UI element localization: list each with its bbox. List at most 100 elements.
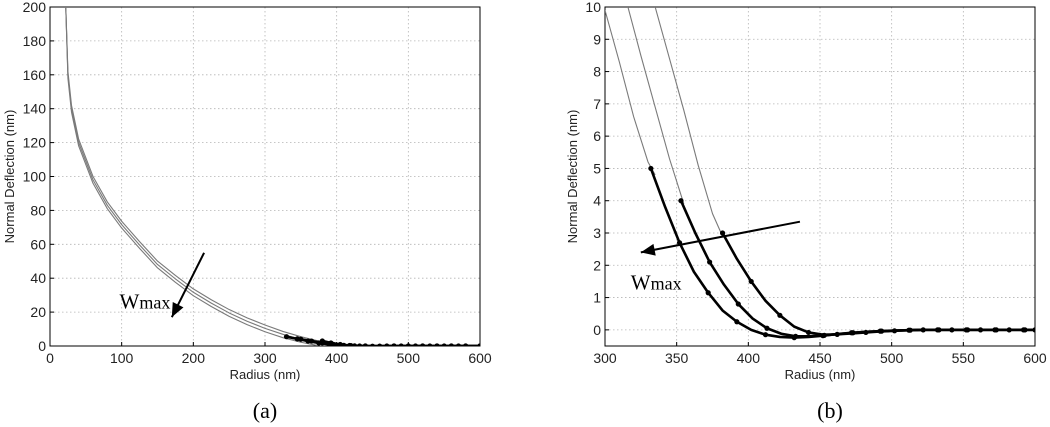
- y-tick-label: 1: [593, 290, 601, 306]
- wmax-arrow-head: [171, 301, 184, 318]
- y-tick-label: 0: [38, 338, 46, 354]
- y-tick-label: 180: [23, 33, 47, 49]
- x-tick-label: 300: [593, 350, 617, 366]
- y-tick-label: 8: [593, 64, 601, 80]
- x-axis-label: Radius (nm): [785, 367, 856, 382]
- wmax-arrow-shaft: [640, 220, 801, 254]
- data-point: [719, 230, 726, 236]
- data-point: [369, 343, 376, 346]
- series-line-5: [679, 200, 1035, 338]
- x-tick-label: 0: [46, 350, 54, 366]
- data-point: [707, 259, 713, 265]
- wmax-subscript: max: [139, 293, 170, 313]
- data-point: [793, 333, 799, 339]
- series-line-2: [627, 7, 685, 205]
- y-axis-label: Normal Deflection (nm): [2, 110, 17, 244]
- wmax-label: Wmax: [120, 290, 171, 314]
- series-line-2: [65, 7, 329, 346]
- data-point: [384, 343, 390, 346]
- x-tick-label: 450: [808, 350, 832, 366]
- wmax-arrow-head: [640, 243, 656, 256]
- panel-label: (a): [253, 398, 277, 423]
- series-line-3: [65, 7, 337, 346]
- data-point: [920, 327, 926, 333]
- series-group: [65, 7, 480, 346]
- data-point: [357, 343, 363, 346]
- data-point: [762, 332, 769, 338]
- y-tick-label: 2: [593, 257, 601, 273]
- y-tick-label: 10: [585, 0, 601, 15]
- y-tick-label: 6: [593, 128, 601, 144]
- y-tick-label: 200: [23, 0, 47, 15]
- data-point: [891, 328, 898, 334]
- x-tick-label: 600: [468, 350, 492, 366]
- chart-panel-b: 300 350 400 450 500 550 600 0 1 2 3 4 5 6 7 8 9 10 Radius …: [565, 0, 1047, 423]
- x-axis-label: Radius (nm): [230, 367, 301, 382]
- y-tick-label: 9: [593, 31, 601, 47]
- series-line-5: [300, 337, 480, 346]
- series-line-1: [65, 7, 317, 346]
- data-point: [319, 338, 325, 344]
- data-point: [455, 343, 462, 346]
- data-point: [283, 334, 290, 340]
- x-tick-label: 200: [182, 350, 206, 366]
- panel-label: (b): [817, 398, 843, 423]
- y-tick-label: 4: [593, 193, 601, 209]
- x-tick-label: 400: [325, 350, 349, 366]
- y-tick-label: 7: [593, 96, 601, 112]
- data-point: [337, 341, 343, 346]
- data-point: [705, 290, 711, 296]
- y-tick-label: 40: [30, 270, 46, 286]
- data-point: [328, 340, 334, 346]
- data-point: [648, 165, 654, 172]
- y-tick-label: 60: [30, 236, 46, 252]
- data-point: [734, 319, 740, 325]
- data-point: [735, 301, 741, 307]
- data-point: [398, 343, 404, 346]
- x-tick-label: 500: [397, 350, 421, 366]
- x-tick-label: 500: [880, 350, 904, 366]
- wmax-subscript: max: [651, 274, 682, 294]
- data-point: [1032, 327, 1035, 333]
- data-point: [977, 327, 984, 333]
- x-tick-label: 600: [1023, 350, 1047, 366]
- data-point: [678, 198, 684, 204]
- data-point: [477, 343, 480, 346]
- data-point: [441, 343, 447, 346]
- grid: [49, 6, 481, 347]
- series-line-3: [654, 7, 724, 237]
- x-tick-label: 350: [665, 350, 689, 366]
- data-point: [412, 343, 419, 346]
- data-point: [1006, 327, 1012, 333]
- y-tick-label: 140: [23, 101, 47, 117]
- y-tick-label: 100: [23, 169, 47, 185]
- data-point: [863, 329, 869, 336]
- data-point: [805, 329, 812, 336]
- y-tick-label: 20: [30, 304, 46, 320]
- x-tick-label: 550: [952, 350, 976, 366]
- series-line-4: [649, 167, 1035, 339]
- data-point: [764, 325, 770, 331]
- chart-panel-a: 0 100 200 300 400 500 600 0 20 40 60 80 100 120 140 160…: [2, 0, 492, 423]
- y-axis-label: Normal Deflection (nm): [565, 110, 580, 244]
- y-tick-label: 160: [23, 67, 47, 83]
- wmax-label: Wmax: [631, 271, 682, 295]
- y-tick-label: 0: [593, 322, 601, 338]
- series-line-6: [721, 232, 1035, 337]
- x-tick-label: 300: [253, 350, 277, 366]
- x-tick-label: 100: [110, 350, 134, 366]
- series-group: [605, 7, 1035, 341]
- data-point: [834, 331, 840, 337]
- data-point: [748, 278, 754, 285]
- data-point: [346, 342, 353, 346]
- data-point: [427, 343, 433, 346]
- series-line-1: [605, 10, 656, 176]
- y-tick-label: 3: [593, 225, 601, 241]
- y-tick-label: 120: [23, 135, 47, 151]
- data-point: [777, 312, 783, 318]
- data-point: [298, 336, 304, 342]
- data-point: [949, 327, 955, 333]
- y-tick-label: 80: [30, 202, 46, 218]
- data-point: [308, 338, 315, 344]
